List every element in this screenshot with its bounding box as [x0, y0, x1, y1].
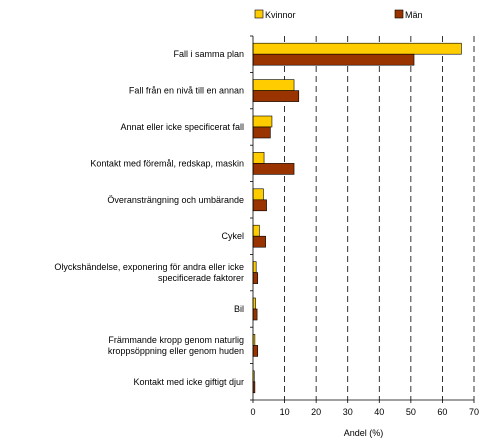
- bar-kvinnor-1: [252, 79, 295, 91]
- bar-kvinnor-3: [252, 152, 265, 164]
- category-label: Överansträngning och umbärande: [107, 195, 244, 205]
- bar-man-2: [252, 126, 271, 139]
- category-label: Bil: [234, 304, 244, 314]
- bar-kvinnor-4: [252, 188, 264, 201]
- x-tick-label: 40: [374, 407, 384, 417]
- bar-man-4: [252, 199, 267, 212]
- x-tick-label: 20: [311, 407, 321, 417]
- bar-man-1: [252, 90, 300, 102]
- legend-swatch-kvinnor: [254, 9, 264, 19]
- x-tick-label: 70: [469, 407, 479, 417]
- x-tick-label: 30: [343, 407, 353, 417]
- x-tick-label: 0: [250, 407, 255, 417]
- tick-labels: 0 10 20 30 40 50 60 70: [250, 407, 479, 417]
- bar-kvinnor-0: [252, 42, 462, 55]
- category-label: Främmande kropp genom naturlig: [108, 335, 244, 345]
- x-tick-label: 50: [406, 407, 416, 417]
- gridlines: [284, 36, 475, 400]
- legend-label-man: Män: [405, 10, 423, 20]
- bar-kvinnor-6: [252, 261, 257, 273]
- category-label: Annat eller icke specificerat fall: [120, 122, 244, 132]
- legend-label-kvinnor: Kvinnor: [265, 10, 296, 20]
- bar-man-0: [252, 53, 415, 66]
- legend-swatch-man: [394, 9, 404, 19]
- category-label: Olyckshändelse, exponering för andra ell…: [54, 262, 244, 272]
- category-labels: Fall i samma plan Fall från en nivå till …: [54, 49, 244, 387]
- axes: [250, 35, 475, 403]
- bar-man-8: [252, 345, 259, 357]
- bar-man-3: [252, 163, 295, 175]
- bar-kvinnor-2: [252, 115, 273, 128]
- bar-man-7: [252, 308, 258, 321]
- bar-man-6: [252, 272, 259, 284]
- category-label: specificerade faktorer: [158, 273, 244, 283]
- category-label: Fall i samma plan: [173, 49, 244, 59]
- category-label: kroppsöppning eller genom huden: [108, 346, 244, 356]
- category-label: Kontakt med föremål, redskap, maskin: [90, 158, 244, 168]
- category-label: Cykel: [221, 231, 244, 241]
- category-label: Fall från en nivå till en annan: [129, 86, 244, 96]
- bar-man-5: [252, 235, 266, 248]
- x-axis-label: Andel (%): [344, 428, 384, 438]
- x-tick-label: 60: [437, 407, 447, 417]
- legend: Kvinnor Män: [254, 9, 423, 20]
- bar-kvinnor-5: [252, 224, 260, 237]
- x-tick-label: 10: [280, 407, 290, 417]
- category-label: Kontakt med icke giftigt djur: [133, 377, 244, 387]
